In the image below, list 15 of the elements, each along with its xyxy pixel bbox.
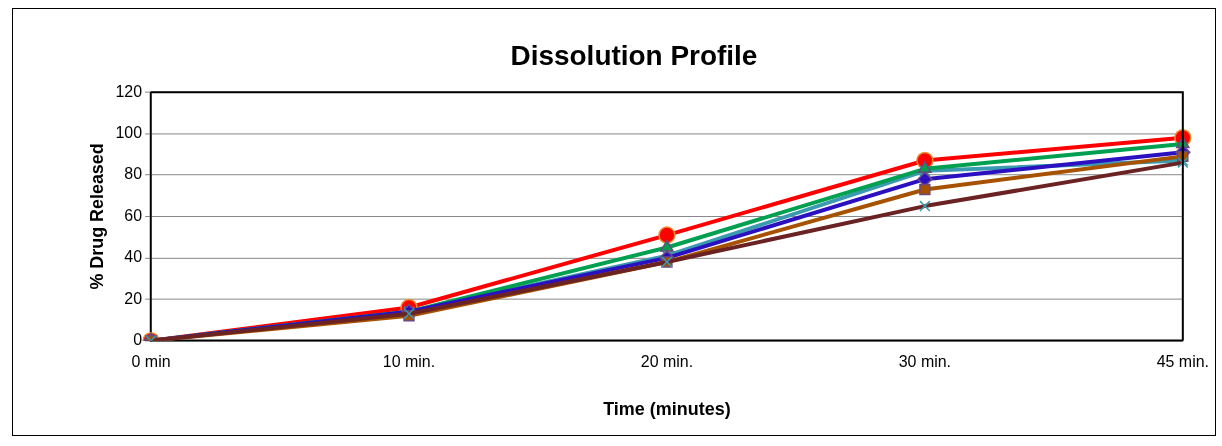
- x-axis-title: Time (minutes): [603, 399, 731, 420]
- x-tick-label: 10 min.: [382, 352, 436, 370]
- x-tick-label: 0 min: [131, 352, 171, 370]
- y-tick-label: 60: [124, 206, 143, 224]
- y-tick-label: 80: [124, 165, 143, 183]
- y-axis-title: % Drug Released: [86, 143, 107, 290]
- y-tick-label: 120: [115, 82, 143, 100]
- y-tick-label: 40: [124, 248, 143, 266]
- x-tick-label: 30 min.: [898, 352, 952, 370]
- y-tick-label: 0: [133, 331, 143, 349]
- y-tick-label: 100: [115, 124, 143, 141]
- y-tick-label: 20: [124, 289, 143, 307]
- chart-title: Dissolution Profile: [510, 40, 758, 72]
- x-tick-label: 45 min.: [1156, 352, 1209, 370]
- x-tick-label: 20 min.: [640, 352, 694, 370]
